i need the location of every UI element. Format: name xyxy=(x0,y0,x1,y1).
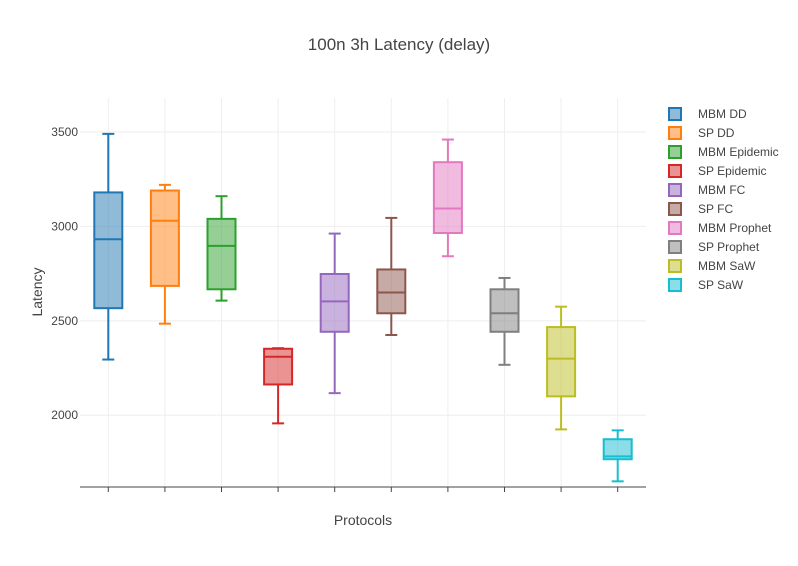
box-sp-epidemic xyxy=(263,347,294,425)
legend-swatch xyxy=(668,183,682,197)
legend-label: MBM Prophet xyxy=(698,221,772,235)
legend-swatch xyxy=(668,202,682,216)
box-mbm-dd xyxy=(93,132,124,361)
y-axis-ticks: 2000 2500 3000 3500 xyxy=(51,125,78,422)
legend-swatch xyxy=(668,278,682,292)
iqr-box xyxy=(546,326,577,398)
iqr-box xyxy=(263,347,294,386)
legend-item-mbm-fc: MBM FC xyxy=(668,183,746,197)
box-series xyxy=(93,132,633,483)
y-tick-label: 3000 xyxy=(51,219,78,233)
iqr-box xyxy=(602,438,633,461)
box-sp-saw xyxy=(602,429,633,483)
chart-title: 100n 3h Latency (delay) xyxy=(308,35,490,54)
legend-swatch xyxy=(668,240,682,254)
y-tick-label: 3500 xyxy=(51,125,78,139)
legend-swatch xyxy=(668,107,682,121)
box-mbm-epidemic xyxy=(206,195,237,302)
iqr-box xyxy=(489,288,520,333)
legend-item-sp-epidemic: SP Epidemic xyxy=(668,164,766,178)
legend-swatch xyxy=(668,259,682,273)
legend-swatch xyxy=(668,164,682,178)
iqr-box xyxy=(432,161,463,235)
box-mbm-prophet xyxy=(432,138,463,258)
legend-label: MBM DD xyxy=(698,107,747,121)
box-mbm-fc xyxy=(319,232,350,395)
box-sp-dd xyxy=(149,183,180,325)
y-tick-label: 2000 xyxy=(51,408,78,422)
legend-label: MBM FC xyxy=(698,183,746,197)
legend-item-mbm-prophet: MBM Prophet xyxy=(668,221,772,235)
legend-label: SP SaW xyxy=(698,278,744,292)
iqr-box xyxy=(149,189,180,287)
box-sp-fc xyxy=(376,216,407,336)
legend-item-mbm-epidemic: MBM Epidemic xyxy=(668,145,779,159)
legend-label: SP FC xyxy=(698,202,733,216)
legend-label: MBM SaW xyxy=(698,259,756,273)
iqr-box xyxy=(319,272,350,333)
y-axis-label: Latency xyxy=(29,267,45,316)
legend-swatch xyxy=(668,145,682,159)
x-axis-label: Protocols xyxy=(334,512,392,528)
legend-item-sp-fc: SP FC xyxy=(668,202,733,216)
box-mbm-saw xyxy=(546,305,577,431)
x-axis-ticks xyxy=(107,487,619,492)
box-sp-prophet xyxy=(489,276,520,366)
legend-item-sp-saw: SP SaW xyxy=(668,278,744,292)
iqr-box xyxy=(376,268,407,315)
legend-label: MBM Epidemic xyxy=(698,145,779,159)
legend-swatch xyxy=(668,221,682,235)
iqr-box xyxy=(206,217,237,291)
legend-item-sp-prophet: SP Prophet xyxy=(668,240,760,254)
iqr-box xyxy=(93,191,124,310)
legend-swatch xyxy=(668,126,682,140)
legend-item-mbm-dd: MBM DD xyxy=(668,107,747,121)
legend: MBM DD SP DD MBM Epidemic SP Epidemic MBM FC… xyxy=(668,107,779,292)
legend-label: SP Epidemic xyxy=(698,164,766,178)
legend-item-sp-dd: SP DD xyxy=(668,126,735,140)
legend-label: SP Prophet xyxy=(698,240,760,254)
legend-item-mbm-saw: MBM SaW xyxy=(668,259,756,273)
y-tick-label: 2500 xyxy=(51,314,78,328)
legend-label: SP DD xyxy=(698,126,735,140)
